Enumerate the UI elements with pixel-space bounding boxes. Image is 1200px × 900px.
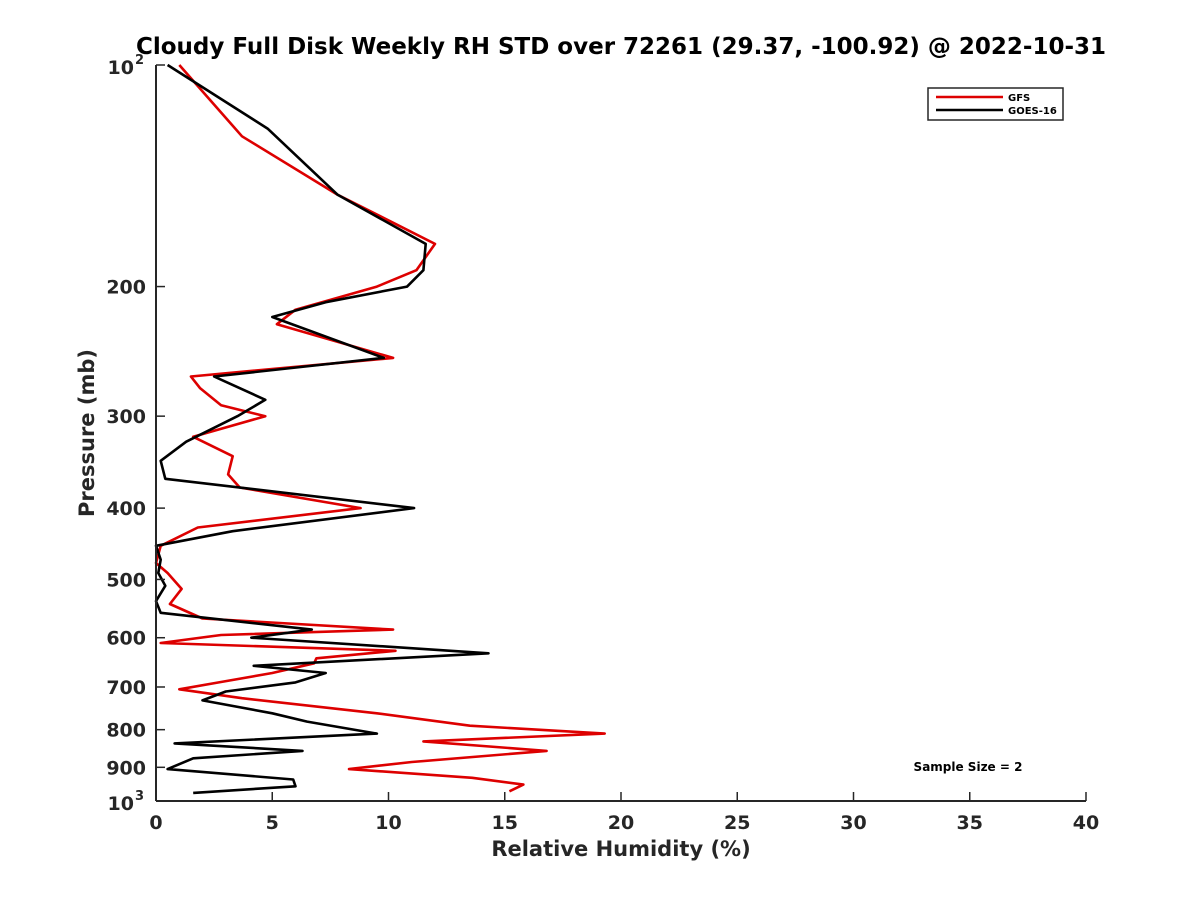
y-tick-label: 400 <box>106 498 146 520</box>
y-tick-label: 300 <box>106 406 146 428</box>
x-tick-label: 35 <box>957 812 983 834</box>
plot-area <box>154 63 607 795</box>
chart-title: Cloudy Full Disk Weekly RH STD over 7226… <box>136 34 1106 60</box>
y-tick-label: 10 3 <box>108 789 144 815</box>
legend: GFS GOES-16 <box>927 87 1064 121</box>
legend-label-goes16: GOES-16 <box>1008 106 1057 117</box>
x-tick-label: 15 <box>492 812 518 834</box>
x-tick-label: 25 <box>724 812 750 834</box>
legend-label-gfs: GFS <box>1008 93 1030 104</box>
series-line-goes16 <box>154 63 490 795</box>
x-ticks: 0 5 10 15 20 25 30 35 40 <box>149 792 1099 834</box>
y-tick-label: 800 <box>106 720 146 742</box>
x-tick-label: 0 <box>149 812 162 834</box>
sample-size-annotation: Sample Size = 2 <box>914 760 1023 774</box>
x-tick-label: 40 <box>1073 812 1099 834</box>
x-axis-label: Relative Humidity (%) <box>491 837 750 861</box>
legend-box <box>927 87 1064 121</box>
x-tick-label: 20 <box>608 812 634 834</box>
y-tick-label: 600 <box>106 628 146 650</box>
x-tick-label: 5 <box>266 812 279 834</box>
y-tick-label: 900 <box>106 757 146 779</box>
y-tick-label-base: 10 <box>108 57 134 79</box>
x-tick-label: 30 <box>840 812 866 834</box>
y-tick-label: 700 <box>106 677 146 699</box>
axes <box>155 65 1086 802</box>
y-tick-label: 500 <box>106 569 146 591</box>
series-line-gfs <box>154 64 607 793</box>
y-axis-label: Pressure (mb) <box>75 349 99 517</box>
y-tick-label-exponent: 2 <box>135 53 144 68</box>
y-tick-label-exponent: 3 <box>135 789 144 804</box>
x-tick-label: 10 <box>375 812 401 834</box>
y-tick-label: 200 <box>106 277 146 299</box>
y-tick-label-base: 10 <box>108 793 134 815</box>
y-tick-label: 10 2 <box>108 53 144 79</box>
